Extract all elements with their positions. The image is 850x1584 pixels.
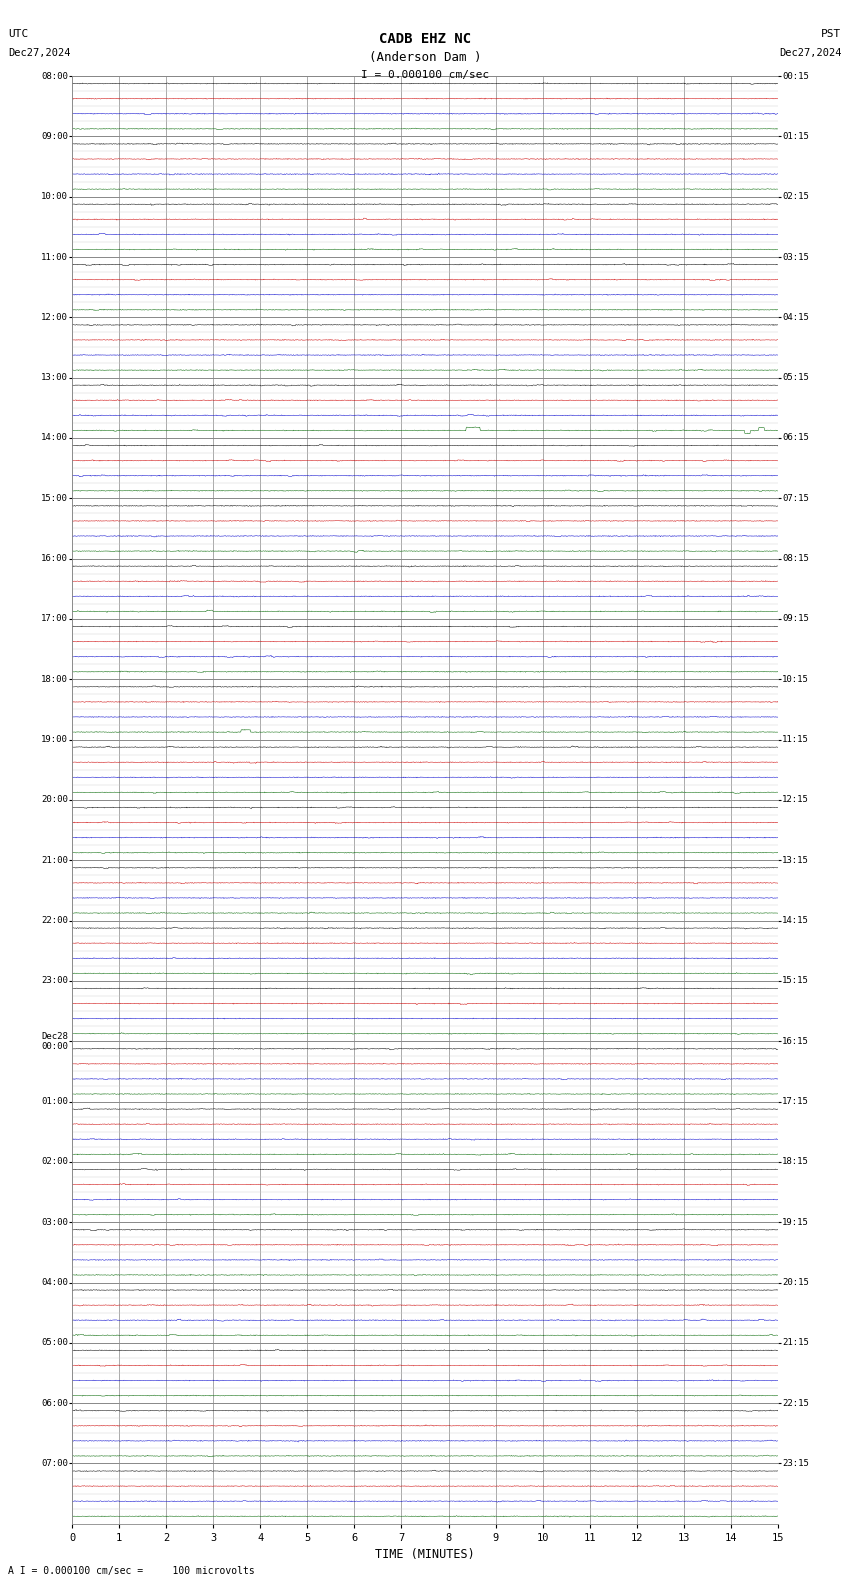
Text: UTC: UTC: [8, 29, 29, 38]
Text: I = 0.000100 cm/sec: I = 0.000100 cm/sec: [361, 70, 489, 79]
Text: Dec27,2024: Dec27,2024: [8, 48, 71, 57]
Text: PST: PST: [821, 29, 842, 38]
Text: CADB EHZ NC: CADB EHZ NC: [379, 32, 471, 46]
Text: (Anderson Dam ): (Anderson Dam ): [369, 51, 481, 63]
X-axis label: TIME (MINUTES): TIME (MINUTES): [375, 1549, 475, 1562]
Text: A I = 0.000100 cm/sec =     100 microvolts: A I = 0.000100 cm/sec = 100 microvolts: [8, 1567, 255, 1576]
Text: Dec27,2024: Dec27,2024: [779, 48, 842, 57]
